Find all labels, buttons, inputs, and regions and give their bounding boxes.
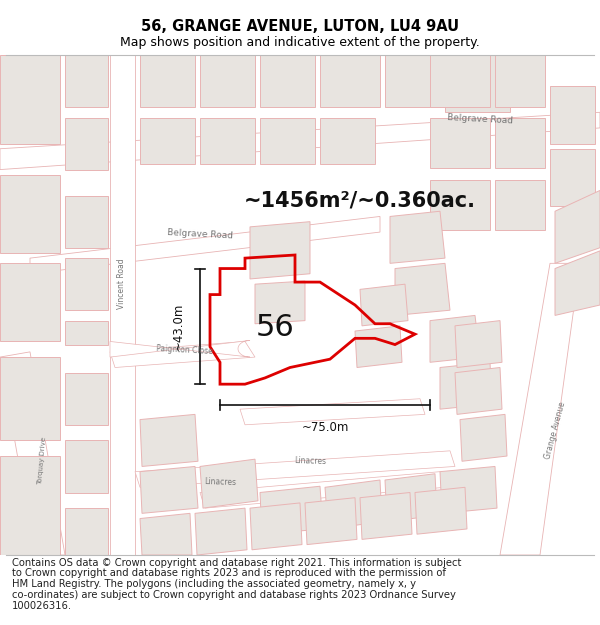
Polygon shape: [555, 251, 600, 316]
Polygon shape: [440, 466, 497, 513]
Polygon shape: [65, 258, 108, 310]
Polygon shape: [65, 508, 108, 555]
Polygon shape: [110, 55, 135, 555]
Polygon shape: [445, 55, 510, 112]
Text: co-ordinates) are subject to Crown copyright and database rights 2023 Ordnance S: co-ordinates) are subject to Crown copyr…: [12, 590, 456, 600]
Polygon shape: [500, 263, 580, 555]
Polygon shape: [460, 414, 507, 461]
Polygon shape: [360, 284, 408, 326]
Text: HM Land Registry. The polygons (including the associated geometry, namely x, y: HM Land Registry. The polygons (includin…: [12, 579, 416, 589]
Polygon shape: [495, 118, 545, 168]
Polygon shape: [0, 263, 60, 341]
Polygon shape: [260, 118, 315, 164]
Polygon shape: [395, 263, 450, 316]
Polygon shape: [430, 180, 490, 230]
Text: to Crown copyright and database rights 2023 and is reproduced with the permissio: to Crown copyright and database rights 2…: [12, 569, 446, 579]
Polygon shape: [360, 492, 412, 539]
Polygon shape: [250, 222, 310, 279]
Polygon shape: [0, 357, 60, 441]
Polygon shape: [140, 118, 195, 164]
Text: 56, GRANGE AVENUE, LUTON, LU4 9AU: 56, GRANGE AVENUE, LUTON, LU4 9AU: [141, 19, 459, 34]
Polygon shape: [250, 503, 302, 550]
Polygon shape: [195, 508, 247, 555]
Polygon shape: [240, 399, 425, 425]
Text: Linacres: Linacres: [294, 456, 326, 466]
Polygon shape: [140, 513, 192, 555]
Polygon shape: [260, 486, 323, 534]
Polygon shape: [385, 474, 437, 522]
Polygon shape: [305, 498, 357, 544]
Polygon shape: [110, 341, 250, 357]
Polygon shape: [260, 55, 315, 107]
Polygon shape: [140, 55, 195, 107]
Polygon shape: [135, 451, 455, 488]
Polygon shape: [440, 362, 492, 409]
Polygon shape: [200, 459, 258, 508]
Polygon shape: [495, 180, 545, 230]
Polygon shape: [65, 55, 108, 107]
Polygon shape: [325, 480, 382, 529]
Polygon shape: [110, 341, 255, 367]
Polygon shape: [0, 352, 65, 555]
Polygon shape: [430, 316, 480, 362]
Polygon shape: [65, 196, 108, 248]
Polygon shape: [200, 118, 255, 164]
Polygon shape: [550, 149, 595, 206]
Text: ~1456m²/~0.360ac.: ~1456m²/~0.360ac.: [244, 191, 476, 211]
Text: ~75.0m: ~75.0m: [301, 421, 349, 434]
Polygon shape: [455, 368, 502, 414]
Polygon shape: [0, 175, 60, 253]
Polygon shape: [385, 55, 440, 107]
Text: Grange Avenue: Grange Avenue: [543, 401, 567, 459]
Polygon shape: [320, 55, 380, 107]
Text: Vincent Road: Vincent Road: [118, 259, 127, 309]
Text: 100026316.: 100026316.: [12, 601, 72, 611]
Polygon shape: [550, 86, 595, 144]
Polygon shape: [255, 281, 305, 324]
Text: Torquay Drive: Torquay Drive: [37, 437, 47, 486]
Polygon shape: [390, 211, 445, 263]
Text: Belgrave Road: Belgrave Road: [447, 113, 513, 126]
Polygon shape: [555, 191, 600, 263]
Text: 56: 56: [256, 313, 295, 342]
Polygon shape: [0, 55, 60, 144]
Polygon shape: [355, 326, 402, 367]
Polygon shape: [30, 216, 380, 274]
Polygon shape: [140, 414, 198, 466]
Polygon shape: [495, 55, 545, 107]
Polygon shape: [430, 55, 490, 107]
Text: Belgrave Road: Belgrave Road: [167, 228, 233, 241]
Polygon shape: [415, 488, 467, 534]
Polygon shape: [320, 118, 375, 164]
Polygon shape: [200, 55, 255, 107]
Polygon shape: [200, 472, 445, 508]
Polygon shape: [140, 466, 198, 513]
Text: Linacres: Linacres: [204, 477, 236, 487]
Polygon shape: [65, 321, 108, 344]
Text: Map shows position and indicative extent of the property.: Map shows position and indicative extent…: [120, 36, 480, 49]
Polygon shape: [65, 441, 108, 493]
Polygon shape: [430, 118, 490, 168]
Text: Contains OS data © Crown copyright and database right 2021. This information is : Contains OS data © Crown copyright and d…: [12, 558, 461, 568]
Text: Paignton Close: Paignton Close: [157, 344, 214, 356]
Polygon shape: [65, 118, 108, 169]
Text: ~43.0m: ~43.0m: [172, 302, 185, 350]
Polygon shape: [455, 321, 502, 368]
Polygon shape: [65, 372, 108, 425]
Polygon shape: [0, 456, 60, 555]
Polygon shape: [0, 112, 600, 169]
